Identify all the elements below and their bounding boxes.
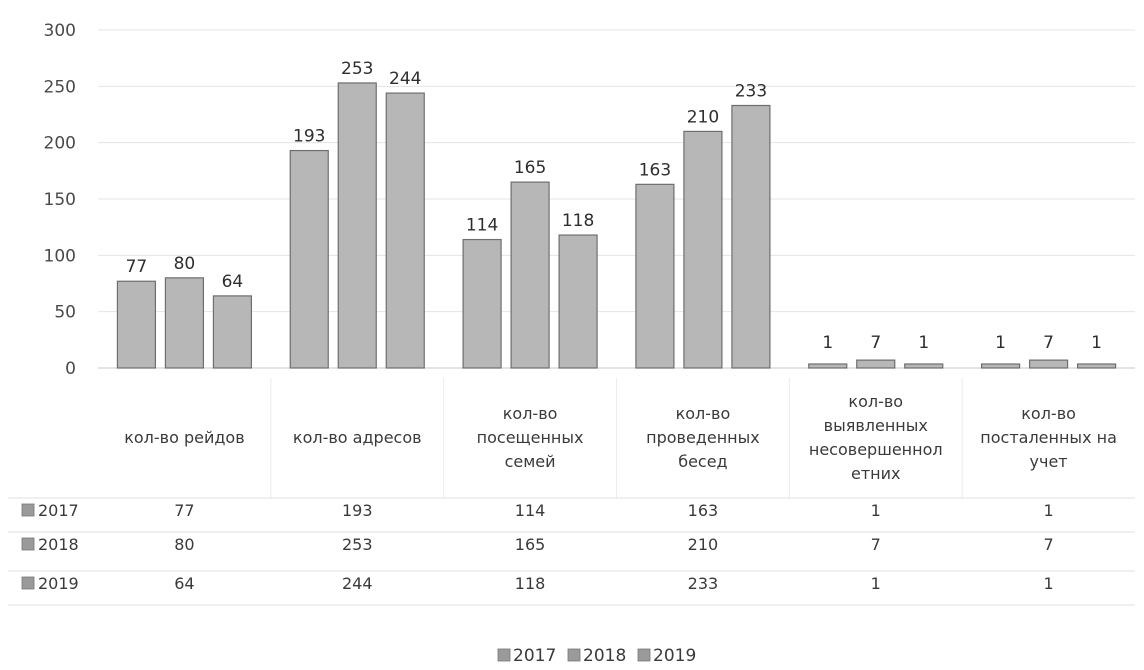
bar-2017-5 — [808, 363, 848, 369]
legend-swatch — [497, 648, 511, 662]
bar-2018-2 — [337, 82, 377, 369]
table-cell: 7 — [871, 535, 881, 554]
bar-2017-4 — [635, 183, 675, 369]
table-cell: 1 — [871, 574, 881, 593]
data-label: 210 — [687, 107, 719, 127]
table-row-label: 2017 — [38, 501, 79, 520]
data-label: 7 — [870, 333, 881, 353]
bar-2018-6 — [1028, 359, 1069, 369]
y-tick-label: 50 — [54, 303, 76, 323]
table-cell: 7 — [1043, 535, 1053, 554]
data-label: 64 — [222, 272, 244, 292]
table-row-swatch — [21, 576, 35, 590]
data-label: 80 — [174, 254, 196, 274]
legend-swatch — [567, 648, 581, 662]
table-cell: 210 — [688, 535, 719, 554]
bar-2019-1 — [212, 295, 253, 369]
data-label: 163 — [639, 160, 671, 180]
table-cell: 1 — [871, 501, 881, 520]
legend-entry: 2019 — [653, 646, 696, 666]
data-label: 1 — [995, 333, 1006, 353]
table-cell: 114 — [515, 501, 546, 520]
category-label: кол-во выявленных несовершеннол етних — [809, 392, 943, 483]
table-cell: 163 — [688, 501, 719, 520]
table-cell: 193 — [342, 501, 373, 520]
bars — [116, 82, 1117, 369]
gridlines — [98, 29, 1135, 369]
bar-2017-3 — [462, 238, 502, 369]
bar-2017-1 — [116, 280, 157, 369]
bar-2019-3 — [558, 234, 598, 369]
data-label: 193 — [293, 127, 325, 147]
table-cell: 1 — [1043, 501, 1053, 520]
bar-2019-4 — [731, 104, 771, 369]
bar-2018-5 — [856, 359, 896, 369]
table-row-swatch — [21, 503, 35, 517]
data-label: 253 — [341, 59, 373, 79]
legend: 2017 2018 2019 — [497, 646, 696, 666]
data-label: 1 — [822, 333, 833, 353]
data-label: 244 — [389, 69, 421, 89]
legend-entry: 2017 — [513, 646, 556, 666]
bar-2017-6 — [980, 363, 1021, 369]
y-tick-label: 300 — [44, 21, 76, 41]
category-label: кол-во посталенных на учет — [980, 404, 1117, 471]
data-label: 1 — [918, 333, 929, 353]
category-label: кол-во проведенных бесед — [646, 404, 760, 471]
bar-2019-6 — [1076, 363, 1117, 369]
y-tick-label: 100 — [44, 246, 76, 266]
legend-swatch — [637, 648, 651, 662]
category-labels: кол-во рейдов кол-во адресов кол-во посещен… — [124, 392, 1117, 483]
y-tick-label: 200 — [44, 134, 76, 154]
data-label: 7 — [1043, 333, 1054, 353]
table-cell: 244 — [342, 574, 373, 593]
bar-2018-4 — [683, 130, 723, 369]
bar-2019-2 — [385, 92, 425, 369]
table-row-label: 2018 — [38, 535, 79, 554]
category-label: кол-во адресов — [293, 428, 422, 447]
table-cell: 80 — [174, 535, 194, 554]
table-cell: 233 — [688, 574, 719, 593]
category-label: кол-во рейдов — [124, 428, 244, 447]
table-cell: 77 — [174, 501, 194, 520]
y-tick-label: 150 — [44, 190, 76, 210]
category-label: кол-во посещенных семей — [477, 404, 584, 471]
table-cell: 165 — [515, 535, 546, 554]
data-label: 118 — [562, 211, 594, 231]
table-cell: 1 — [1043, 574, 1053, 593]
bar-2019-5 — [904, 363, 944, 369]
data-label: 1 — [1091, 333, 1102, 353]
legend-entry: 2018 — [583, 646, 626, 666]
data-label: 233 — [735, 81, 767, 101]
table-cell: 64 — [174, 574, 194, 593]
data-label: 77 — [126, 257, 148, 277]
bar-2017-2 — [289, 149, 329, 369]
data-label: 165 — [514, 158, 546, 178]
table-cell: 118 — [515, 574, 546, 593]
y-axis-ticks: 0 50 100 150 200 250 300 — [44, 21, 76, 379]
data-label: 114 — [466, 216, 498, 236]
y-tick-label: 250 — [44, 77, 76, 97]
table-cell: 253 — [342, 535, 373, 554]
table-row-label: 2019 — [38, 574, 79, 593]
y-tick-label: 0 — [65, 359, 76, 379]
bar-2018-1 — [164, 277, 205, 369]
table-row-swatch — [21, 537, 35, 551]
bar-2018-3 — [510, 181, 550, 369]
